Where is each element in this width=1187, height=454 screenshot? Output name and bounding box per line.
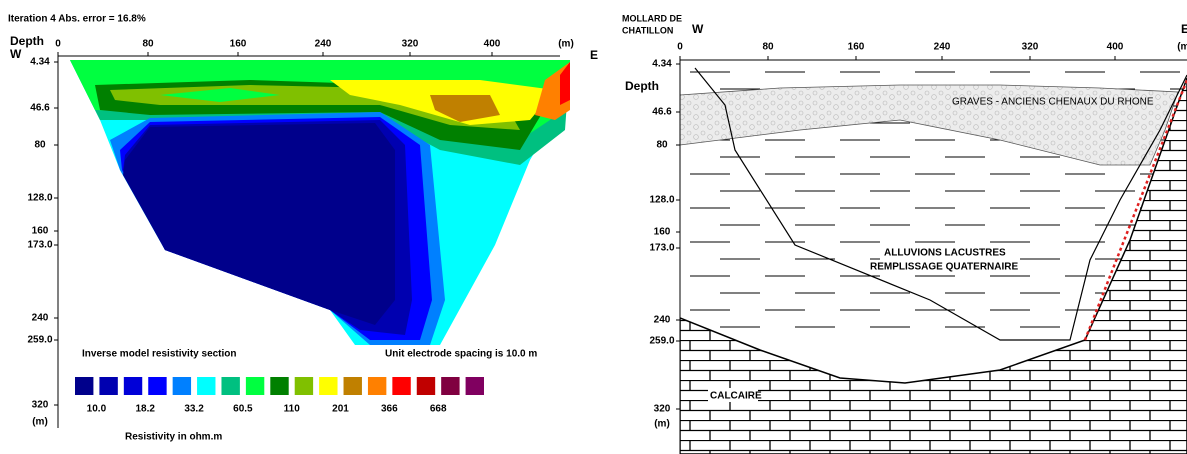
site-label: MOLLARD DE <box>622 13 682 23</box>
y-tick-label: 259.0 <box>649 336 674 347</box>
title: Iteration 4 Abs. error = 16.8% <box>8 14 146 25</box>
legend-swatch <box>343 377 362 395</box>
unit-label: REMPLISSAGE QUATERNAIRE <box>870 262 1018 273</box>
x-tick-label: 0 <box>677 42 683 53</box>
y-tick-label: 4.34 <box>652 59 672 70</box>
legend-swatch <box>319 377 338 395</box>
x-tick-label: 400 <box>1107 42 1124 53</box>
y-tick-label: 46.6 <box>30 103 50 114</box>
legend-swatch <box>416 377 436 395</box>
label-bg <box>880 246 1000 272</box>
y-tick-label: (m) <box>32 417 48 428</box>
unit-label: ALLUVIONS LACUSTRES <box>884 248 1006 259</box>
x-tick-label: 80 <box>762 42 774 53</box>
legend-label: 668 <box>430 404 447 415</box>
legend-swatch <box>245 377 265 395</box>
legend-swatch <box>123 377 143 395</box>
y-tick-label: 128.0 <box>649 195 674 206</box>
depth-label: Depth <box>625 79 659 93</box>
legend-label: 18.2 <box>136 404 156 415</box>
x-tick-label: (m) <box>1177 42 1187 53</box>
y-tick-label: 80 <box>34 140 46 151</box>
west-label: W <box>10 47 22 61</box>
zone <box>430 95 500 122</box>
x-tick-label: 0 <box>55 39 61 50</box>
legend-swatch <box>392 377 411 395</box>
legend-swatch <box>75 377 94 395</box>
legend-label: 33.2 <box>184 404 204 415</box>
y-tick-label: 320 <box>32 400 49 411</box>
unit-label: CALCAIRE <box>710 391 762 402</box>
legend-swatch <box>172 377 192 395</box>
site-label: CHATILLON <box>622 25 673 35</box>
y-tick-label: 320 <box>654 404 671 415</box>
legend-label: 60.5 <box>233 404 253 415</box>
y-tick-label: (m) <box>654 419 670 430</box>
depth-label: Depth <box>10 34 44 48</box>
legend-swatch <box>465 377 484 395</box>
legend-label: 110 <box>284 404 301 415</box>
legend-label: 201 <box>332 404 349 415</box>
legend-title: Resistivity in ohm.m <box>125 432 222 443</box>
legend-swatch <box>197 377 216 395</box>
x-tick-label: 320 <box>402 39 419 50</box>
legend: 10.0 18.2 33.2 60.5 110 201 366 668 <box>75 377 484 415</box>
legend-swatch <box>441 377 460 395</box>
fault-line <box>1083 79 1187 341</box>
y-tick-label: 240 <box>654 315 671 326</box>
unit-label: GRAVES - ANCIENS CHENAUX DU RHONE <box>952 97 1154 108</box>
y-tick-label: 4.34 <box>30 57 50 68</box>
y-tick-label: 160 <box>654 227 671 238</box>
zone <box>560 62 570 105</box>
legend-swatch <box>99 377 118 395</box>
legend-swatch <box>367 377 387 395</box>
x-tick-label: 160 <box>848 42 865 53</box>
y-tick-label: 128.0 <box>27 193 52 204</box>
y-tick-label: 160 <box>32 226 49 237</box>
spacing-note: Unit electrode spacing is 10.0 m <box>385 349 537 360</box>
x-tick-label: 240 <box>934 42 951 53</box>
gravel-layer <box>680 84 1179 166</box>
y-tick-label: 259.0 <box>27 335 52 346</box>
label-bg <box>708 388 758 402</box>
x-tick-label: 320 <box>1022 42 1039 53</box>
west-label: W <box>692 22 704 36</box>
legend-label: 10.0 <box>87 404 107 415</box>
legend-swatch <box>148 377 167 395</box>
x-tick-label: 160 <box>230 39 247 50</box>
legend-swatch <box>270 377 289 395</box>
zone <box>123 123 395 325</box>
y-tick-label: 46.6 <box>652 107 672 118</box>
resistivity-section <box>70 60 570 345</box>
x-tick-label: 80 <box>142 39 154 50</box>
x-tick-label: 240 <box>315 39 332 50</box>
x-tick-label: (m) <box>558 39 574 50</box>
legend-label: 366 <box>381 404 398 415</box>
interface-line <box>694 67 1187 341</box>
y-tick-label: 173.0 <box>27 240 52 251</box>
y-tick-label: 240 <box>32 313 49 324</box>
x-tick-label: 400 <box>484 39 501 50</box>
east-label: E <box>590 48 598 62</box>
legend-swatch <box>294 377 314 395</box>
y-tick-label: 173.0 <box>649 243 674 254</box>
east-label: E <box>1181 22 1187 36</box>
y-tick-label: 80 <box>656 140 668 151</box>
caption: Inverse model resistivity section <box>82 349 237 360</box>
legend-swatch <box>221 377 240 395</box>
zone <box>160 88 280 102</box>
